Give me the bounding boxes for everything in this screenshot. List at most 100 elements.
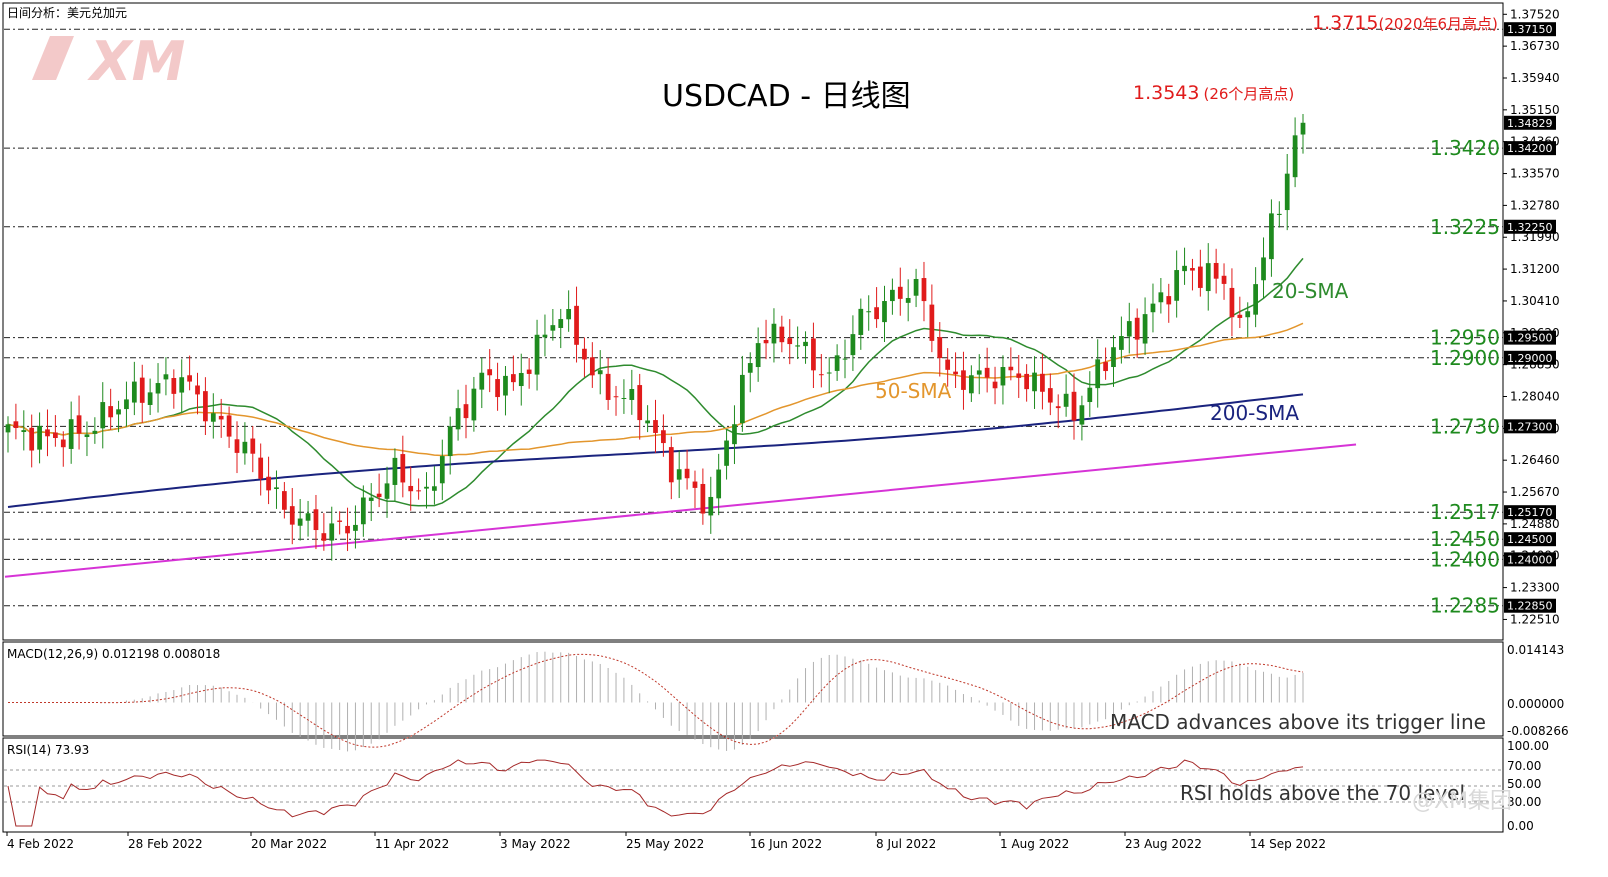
candle-body — [1063, 393, 1069, 407]
candle-body — [282, 491, 287, 510]
candle-body — [408, 485, 414, 492]
candle-body — [487, 369, 493, 376]
price-box-label: 1.25170 — [1507, 506, 1553, 519]
candle-body — [976, 370, 982, 375]
candle-body — [1237, 314, 1243, 318]
candle-body — [621, 397, 627, 399]
candle-body — [37, 425, 42, 450]
xm-watermark: XM — [87, 30, 185, 93]
candle-body — [353, 524, 358, 531]
price-box-label: 1.24000 — [1507, 553, 1553, 566]
sma20-line — [7, 257, 1304, 507]
candle-body — [589, 357, 595, 376]
date-label: 14 Sep 2022 — [1250, 837, 1326, 851]
candle-body — [1047, 388, 1053, 403]
main-pane — [2, 2, 1504, 641]
candle-body — [755, 343, 761, 368]
candle-body — [29, 427, 35, 451]
candle-body — [787, 338, 793, 345]
candle-body — [60, 439, 66, 448]
candle-body — [305, 513, 311, 521]
price-box — [1504, 22, 1556, 37]
candle-body — [400, 454, 406, 483]
candle-body — [613, 396, 619, 398]
candle-body — [218, 415, 224, 420]
candle-body — [897, 286, 903, 299]
candle-body — [818, 374, 824, 376]
price-box-label: 1.22850 — [1507, 600, 1553, 613]
level-label: 1.2285 — [1430, 594, 1500, 618]
candle-body — [392, 457, 398, 485]
candle-body — [1040, 373, 1045, 392]
candle-body — [1245, 311, 1251, 318]
candle-body — [187, 375, 192, 382]
candle-body — [803, 341, 808, 347]
macd-series — [8, 651, 1304, 752]
candle-body — [116, 409, 121, 415]
candle-body — [661, 430, 666, 444]
candle-body — [376, 493, 382, 498]
date-label: 11 Apr 2022 — [375, 837, 449, 851]
date-axis: 4 Feb 2022 28 Feb 2022 20 Mar 2022 11 Apr 2… — [6, 832, 1326, 851]
macd-tick-zero: 0.000000 — [1507, 697, 1564, 711]
sma50-label: 50-SMA — [875, 379, 952, 403]
candle-body — [13, 421, 19, 429]
macd-tick-top: 0.014143 — [1507, 643, 1564, 657]
candle-body — [1229, 287, 1235, 318]
price-tick-label: 1.35940 — [1510, 71, 1560, 85]
candle-body — [1079, 405, 1085, 425]
price-box-label: 1.32250 — [1507, 221, 1553, 234]
date-label: 4 Feb 2022 — [7, 837, 74, 851]
candle-body — [337, 520, 343, 522]
candle-body — [518, 372, 524, 387]
candle-body — [890, 289, 895, 302]
date-label: 16 Jun 2022 — [750, 837, 822, 851]
candle-body — [850, 334, 856, 356]
candle-body — [1182, 265, 1187, 272]
price-box-label: 1.34829 — [1507, 117, 1553, 130]
candle-body — [992, 381, 998, 389]
candle-body — [1000, 367, 1006, 386]
candle-body — [1213, 262, 1219, 279]
candle-body — [147, 392, 153, 405]
candle-body — [968, 375, 974, 394]
candle-body — [163, 374, 169, 380]
price-box — [1504, 141, 1556, 156]
candle-body — [732, 424, 737, 445]
price-box — [1504, 115, 1556, 130]
price-box-label: 1.34200 — [1507, 142, 1553, 155]
candle-body — [155, 383, 161, 394]
rsi-tick-50: 50.00 — [1507, 777, 1541, 791]
candle-body — [1269, 213, 1274, 260]
candle-body — [684, 468, 690, 479]
candle-body — [700, 483, 706, 514]
trendline — [4, 443, 1357, 578]
candle-body — [582, 348, 587, 360]
price-box — [1504, 219, 1556, 234]
price-tick-label: 1.35150 — [1510, 103, 1560, 117]
candle-body — [542, 334, 548, 338]
candle-body — [771, 323, 777, 344]
candle-body — [1284, 173, 1290, 211]
macd-tick-bottom: -0.008266 — [1507, 724, 1569, 738]
candle-body — [526, 369, 532, 374]
candle-body — [834, 355, 840, 371]
annotation-2020-high: 1.3715(2020年6月高点) — [1312, 12, 1498, 34]
candle-body — [297, 518, 303, 526]
candle-body — [1253, 284, 1258, 315]
date-label: 23 Aug 2022 — [1125, 837, 1202, 851]
candle-body — [1119, 336, 1124, 350]
candle-body — [763, 339, 769, 344]
candle-body — [858, 308, 864, 335]
candle-body — [597, 370, 603, 375]
rsi-pane — [2, 737, 1504, 833]
candle-body — [321, 533, 327, 541]
candle-body — [139, 377, 145, 403]
candle-body — [131, 381, 137, 403]
candle-body — [1055, 406, 1061, 409]
bottom-watermark: @XM集团 — [1412, 789, 1512, 814]
candle-body — [432, 486, 437, 491]
price-box-label: 1.27300 — [1507, 420, 1553, 433]
candle-body — [100, 402, 106, 429]
